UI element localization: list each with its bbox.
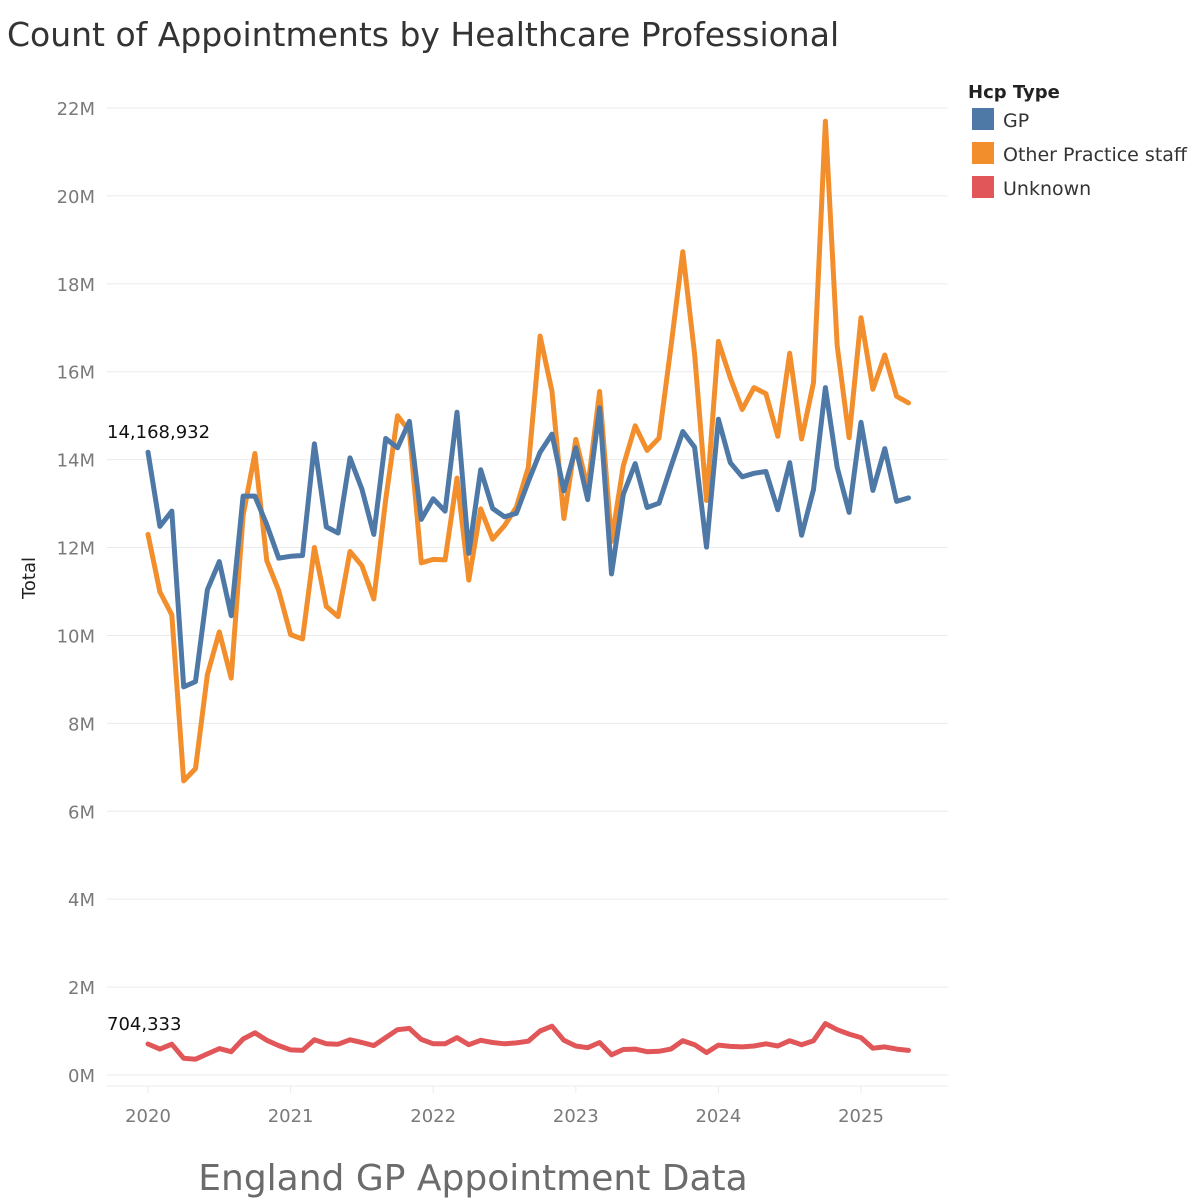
x-tick-label: 2023 [553, 1106, 599, 1127]
y-tick-label: 2M [68, 978, 95, 999]
legend-title: Hcp Type [968, 82, 1060, 103]
series-line-gp[interactable] [145, 385, 911, 690]
y-tick-label: 12M [57, 539, 95, 560]
legend-swatch[interactable] [972, 176, 994, 198]
y-tick-label: 10M [57, 626, 95, 647]
x-tick-label: 2025 [838, 1106, 884, 1127]
x-tick-label: 2022 [410, 1106, 456, 1127]
x-tick-label: 2020 [125, 1106, 171, 1127]
chart-caption: England GP Appointment Data [198, 1158, 747, 1199]
annotations: 14,168,932 704,333 [107, 422, 210, 1035]
y-tick-label: 14M [57, 451, 95, 472]
y-axis-title: Total [19, 557, 40, 600]
legend-swatch[interactable] [972, 108, 994, 130]
legend-swatch[interactable] [972, 142, 994, 164]
y-tick-label: 8M [68, 714, 95, 735]
legend-label[interactable]: GP [1003, 110, 1029, 132]
series-line-other-practice-staff[interactable] [145, 118, 911, 784]
y-tick-label: 4M [68, 890, 95, 911]
series-lines [145, 118, 911, 1062]
gridlines [107, 107, 948, 1076]
x-tick-label: 2021 [268, 1106, 314, 1127]
y-axis: 0M 2M 4M 6M 8M 10M 12M 14M 16M 18M 20M 22M [57, 99, 95, 1087]
y-tick-label: 0M [68, 1066, 95, 1087]
legend-label[interactable]: Unknown [1003, 178, 1091, 200]
y-tick-label: 16M [57, 363, 95, 384]
series-line-unknown[interactable] [145, 1021, 911, 1062]
y-tick-label: 20M [57, 187, 95, 208]
data-label: 14,168,932 [107, 422, 210, 443]
x-tick-label: 2024 [695, 1106, 741, 1127]
y-tick-label: 22M [57, 99, 95, 120]
legend[interactable]: Hcp Type GP Other Practice staff Unknown [968, 82, 1188, 200]
y-tick-label: 18M [57, 275, 95, 296]
chart-title: Count of Appointments by Healthcare Prof… [7, 15, 839, 54]
x-axis: 2020 2021 2022 2023 2024 2025 [125, 1086, 884, 1127]
legend-label[interactable]: Other Practice staff [1003, 144, 1188, 166]
data-label: 704,333 [107, 1014, 181, 1035]
y-tick-label: 6M [68, 802, 95, 823]
